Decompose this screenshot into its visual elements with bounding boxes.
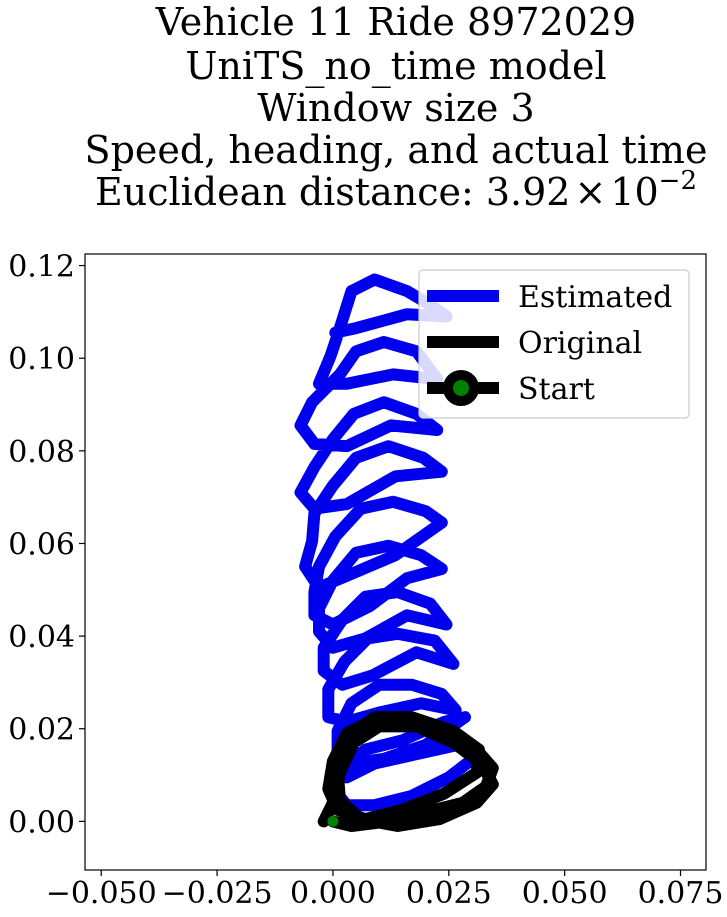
axes-frame [84,253,707,871]
legend: Estimated Original Start [418,269,690,419]
x-tick-label: 0.025 [406,876,492,911]
y-tick-label: 0.04 [8,620,75,655]
title-line-1: Vehicle 11 Ride 8972029 [155,0,636,44]
x-axis: −0.050 −0.025 0.000 0.025 0.050 0.075 [46,870,724,911]
x-tick-label: −0.050 [46,876,157,911]
title-line-3: Window size 3 [257,86,534,130]
x-tick-label: 0.050 [522,876,608,911]
title-line-4: Speed, heading, and actual time [85,128,708,172]
plot-area [294,273,499,832]
title-line-2: UniTS_no_time model [185,44,606,89]
title-distance-prefix: Euclidean distance: [95,170,486,214]
x-tick-label: −0.025 [162,876,273,911]
start-point-marker [327,815,339,827]
series-line-original [317,711,499,832]
title-line-5: Euclidean distance: 3.92 × 10−2 [95,166,697,214]
legend-original-label: Original [518,326,642,361]
title-distance-times: × [574,170,606,214]
y-tick-label: 0.02 [8,713,75,748]
y-tick-label: 0.00 [8,805,75,840]
title-distance-exponent: −2 [659,166,697,196]
x-tick-label: 0.075 [638,876,724,911]
y-tick-label: 0.08 [8,435,75,470]
legend-start-marker [443,370,479,406]
legend-estimated-label: Estimated [518,280,672,315]
y-tick-label: 0.10 [8,342,75,377]
legend-box [418,269,690,419]
legend-start-label: Start [518,372,595,407]
title-distance-mantissa: 3.92 [486,170,571,214]
y-axis: 0.00 0.02 0.04 0.06 0.08 0.10 0.12 [8,250,85,840]
y-tick-label: 0.12 [8,250,75,285]
title-distance-base: 10 [610,170,658,214]
y-tick-label: 0.06 [8,527,75,562]
chart-title: Vehicle 11 Ride 8972029 UniTS_no_time mo… [85,0,708,214]
x-tick-label: 0.000 [290,876,376,911]
